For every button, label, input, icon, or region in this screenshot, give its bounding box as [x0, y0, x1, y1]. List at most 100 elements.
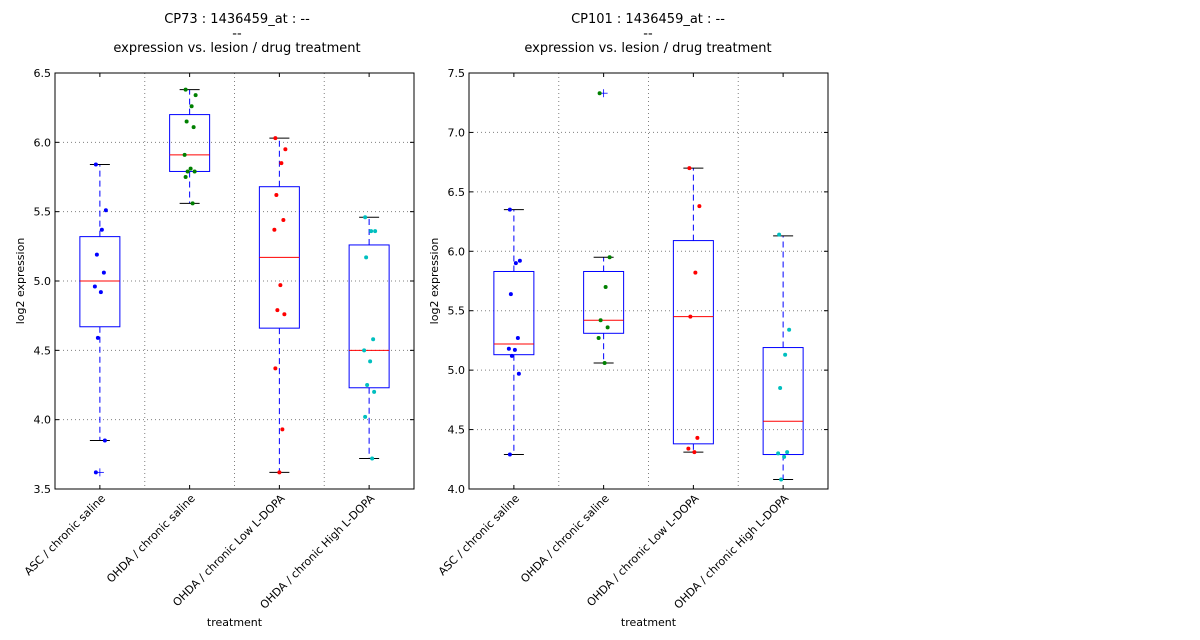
data-point: [94, 252, 99, 257]
data-point: [688, 314, 693, 319]
data-point: [92, 284, 97, 289]
data-point: [103, 208, 108, 213]
data-point: [372, 389, 377, 394]
data-point: [275, 308, 280, 313]
chart-panel-1: CP73 : 1436459_at : ----expression vs. l…: [14, 12, 415, 629]
data-point: [182, 152, 187, 157]
data-point: [280, 427, 285, 432]
data-point: [509, 353, 514, 358]
x-tick-label: ASC / chronic saline: [22, 492, 108, 578]
box-iqr: [672, 240, 714, 445]
data-point: [782, 454, 787, 459]
data-point: [598, 318, 603, 323]
x-tick-label: OHDA / chronic saline: [104, 492, 198, 586]
data-point: [362, 348, 367, 353]
data-point: [373, 229, 378, 234]
data-point: [99, 227, 104, 232]
data-point: [277, 470, 282, 475]
box-3: [258, 136, 300, 475]
y-tick-label: 7.5: [448, 67, 466, 80]
data-point: [783, 352, 788, 357]
y-tick-label: 5.0: [448, 364, 466, 377]
chart-panel-2: CP101 : 1436459_at : ----expression vs. …: [428, 12, 829, 629]
data-point: [686, 446, 691, 451]
chart-title-line: --: [643, 27, 653, 42]
data-point: [785, 450, 790, 455]
y-tick-label: 6.5: [34, 67, 52, 80]
y-tick-label: 5.5: [34, 206, 52, 219]
data-point: [369, 229, 374, 234]
data-point: [274, 193, 279, 198]
data-point: [282, 312, 287, 317]
chart-title-line: expression vs. lesion / drug treatment: [524, 41, 771, 56]
box-iqr: [762, 347, 804, 456]
y-tick-label: 6.0: [34, 136, 52, 149]
data-point: [697, 204, 702, 209]
x-tick-label: OHDA / chronic saline: [518, 492, 612, 586]
x-axis-label: treatment: [621, 616, 677, 629]
data-point: [370, 456, 375, 461]
data-point: [185, 169, 190, 174]
data-point: [695, 435, 700, 440]
data-point: [597, 91, 602, 96]
data-point: [779, 477, 784, 482]
data-point: [93, 162, 98, 167]
data-point: [507, 452, 512, 457]
data-point: [515, 336, 520, 341]
data-point: [192, 169, 197, 174]
data-point: [281, 217, 286, 222]
box-iqr: [583, 270, 625, 334]
box-4: [348, 215, 390, 461]
data-point: [368, 359, 373, 364]
box-2: [583, 89, 625, 366]
data-point: [183, 175, 188, 179]
y-tick-label: 4.0: [34, 414, 52, 427]
data-point: [776, 451, 781, 456]
data-point: [189, 104, 194, 109]
data-point: [517, 258, 522, 263]
data-point: [101, 270, 106, 275]
axes-frame: [54, 72, 415, 490]
data-point: [95, 335, 100, 340]
data-point: [371, 337, 376, 342]
data-point: [273, 366, 278, 371]
box-iqr: [348, 244, 390, 389]
box-3: [672, 166, 714, 455]
data-point: [687, 166, 692, 171]
x-axis-label: treatment: [207, 616, 263, 629]
data-point: [191, 125, 196, 130]
y-tick-label: 6.0: [448, 245, 466, 258]
data-point: [607, 255, 612, 260]
data-point: [273, 136, 278, 141]
y-tick-label: 5.5: [448, 305, 466, 318]
y-tick-label: 7.0: [448, 126, 466, 139]
box-iqr: [493, 270, 535, 356]
data-point: [183, 87, 188, 92]
data-point: [693, 270, 698, 275]
data-point: [283, 147, 288, 152]
data-point: [692, 450, 697, 455]
data-point: [506, 346, 511, 351]
box-4: [762, 232, 804, 482]
data-point: [778, 385, 783, 390]
data-point: [365, 383, 370, 387]
box-iqr: [169, 114, 211, 172]
box-iqr: [79, 236, 121, 328]
y-tick-label: 3.5: [34, 483, 52, 496]
data-point: [190, 201, 195, 206]
axes-frame: [468, 72, 829, 490]
y-axis-label: log2 expression: [428, 238, 441, 325]
box-2: [169, 87, 211, 206]
data-point: [508, 292, 513, 297]
data-point: [364, 255, 369, 260]
data-point: [777, 232, 782, 237]
y-tick-label: 6.5: [448, 186, 466, 199]
data-point: [363, 215, 368, 220]
y-tick-label: 4.0: [448, 483, 466, 496]
data-point: [184, 119, 189, 124]
data-point: [272, 227, 277, 232]
data-point: [787, 327, 792, 332]
data-point: [516, 371, 521, 376]
data-point: [93, 470, 98, 475]
data-point: [507, 207, 512, 212]
